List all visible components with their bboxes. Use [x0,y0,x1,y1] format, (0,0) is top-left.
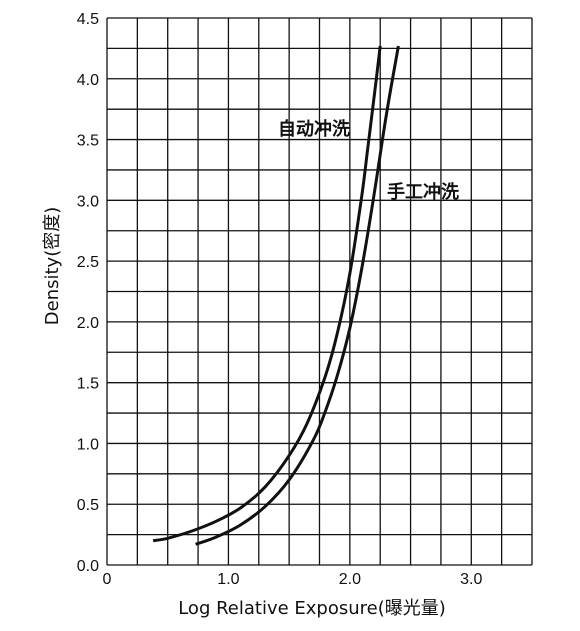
y-tick-label: 3.0 [77,193,99,210]
x-tick-label: 0 [103,571,112,588]
y-tick-label: 1.0 [77,436,99,453]
series-line-manual [195,45,400,546]
y-tick-label: 0.0 [77,558,99,575]
x-tick-label: 1.0 [217,571,239,588]
y-tick-label: 4.5 [77,11,99,28]
y-tick-label: 2.0 [77,315,99,332]
series-label-auto: 自动冲洗 [278,118,350,140]
x-tick-labels: 0 1.0 2.0 3.0 [103,571,483,588]
curves [152,45,400,546]
y-tick-label: 3.5 [77,133,99,150]
x-tick-label: 3.0 [460,571,482,588]
x-axis-title: Log Relative Exposure(曝光量) [178,598,446,619]
grid [106,17,533,566]
series-label-manual: 手工冲洗 [387,181,459,203]
y-tick-label: 1.5 [77,376,99,393]
y-tick-label: 0.5 [77,497,99,514]
y-tick-label: 4.0 [77,72,99,89]
y-tick-labels: 0.0 0.5 1.0 1.5 2.0 2.5 3.0 3.5 4.0 4.5 [77,11,99,575]
series-line-auto [152,45,382,543]
x-tick-label: 2.0 [339,571,361,588]
y-axis-title: Density(密度) [42,207,63,325]
y-tick-label: 2.5 [77,254,99,271]
